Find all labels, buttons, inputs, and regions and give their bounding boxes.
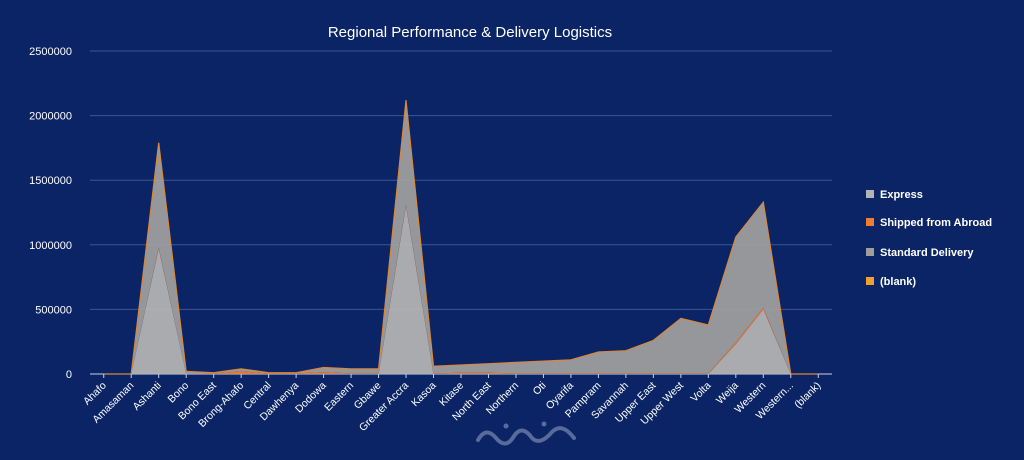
legend-label: (blank): [880, 276, 916, 288]
legend-swatch: [866, 190, 874, 198]
y-tick-label: 0: [66, 369, 72, 381]
x-tick-label: Dodowa: [293, 380, 329, 416]
legend-label: Shipped from Abroad: [880, 217, 992, 229]
series-area-0: [103, 206, 819, 374]
series-area-2: [103, 100, 819, 374]
x-tick-label: Volta: [688, 380, 713, 405]
x-tick-label: Eastern: [322, 380, 356, 414]
legend-label: Express: [880, 189, 923, 201]
x-tick-label: Kasoa: [409, 380, 439, 410]
y-tick-label: 1000000: [29, 240, 72, 252]
y-tick-label: 2500000: [29, 46, 72, 58]
y-tick-label: 2000000: [29, 111, 72, 123]
x-tick-label: (blank): [792, 380, 823, 411]
legend-swatch: [866, 277, 874, 285]
legend-label: Standard Delivery: [880, 247, 974, 259]
y-tick-label: 500000: [35, 304, 72, 316]
legend-swatch: [866, 248, 874, 256]
total-outline: [103, 100, 819, 375]
chart-title: Regional Performance & Delivery Logistic…: [328, 24, 612, 41]
x-tick-label: Oti: [531, 380, 549, 398]
watermark-logo: [470, 418, 590, 452]
legend-swatch: [866, 218, 874, 226]
y-tick-label: 1500000: [29, 175, 72, 187]
x-tick-label: Ashanti: [131, 380, 164, 413]
